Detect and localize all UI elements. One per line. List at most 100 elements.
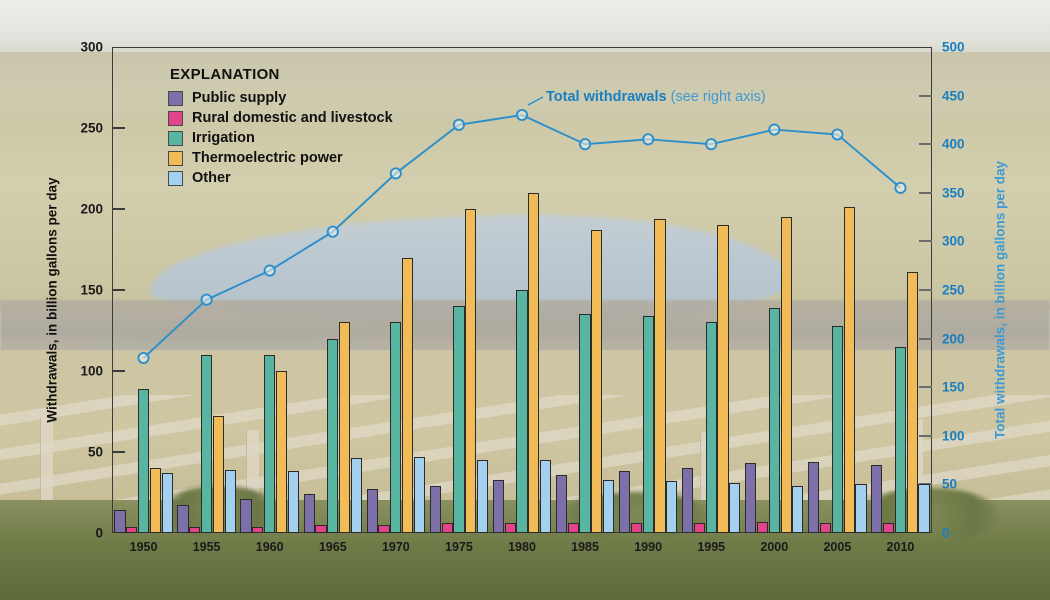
- y-axis-right-tick-label: 350: [942, 185, 965, 201]
- legend-swatch-icon: [168, 90, 183, 106]
- bar: [630, 523, 642, 533]
- bar: [504, 523, 516, 533]
- line-data-point: [515, 108, 529, 122]
- bar: [871, 464, 883, 533]
- bar: [315, 524, 327, 533]
- bar: [756, 521, 769, 533]
- bar: [303, 494, 315, 533]
- line-data-point: [894, 181, 907, 194]
- y-axis-right-tick: [919, 143, 932, 146]
- legend: EXPLANATION Public supply Rural domestic …: [168, 66, 393, 190]
- y-axis-right-tick: [919, 191, 932, 194]
- legend-item-label: Thermoelectric power: [192, 150, 343, 166]
- bar: [287, 471, 299, 533]
- bar: [366, 489, 378, 533]
- bar: [780, 217, 792, 533]
- bar: [808, 461, 820, 533]
- bar: [555, 474, 568, 533]
- y-axis-right-tick: [919, 240, 932, 243]
- line-data-point: [705, 138, 718, 151]
- legend-items: Public supply Rural domestic and livestoc…: [168, 90, 393, 186]
- bar: [528, 192, 540, 533]
- bar: [768, 307, 780, 533]
- legend-swatch-icon: [168, 170, 183, 186]
- bar: [476, 460, 489, 533]
- bar: [682, 468, 694, 533]
- y-axis-left-tick-label: 150: [80, 282, 103, 298]
- y-axis-left-tick: [112, 370, 125, 372]
- bar: [591, 230, 603, 533]
- y-axis-left-tick-label: 0: [95, 525, 103, 541]
- y-axis-right-tick: [919, 337, 932, 340]
- bar: [465, 209, 477, 533]
- bar: [201, 354, 213, 533]
- bar: [338, 322, 351, 533]
- bar-groups: [112, 47, 932, 533]
- y-axis-left-tick: [112, 127, 125, 129]
- bar: [161, 473, 173, 533]
- legend-item: Irrigation: [168, 130, 393, 146]
- bar: [224, 469, 236, 533]
- y-axis-right-tick-label: 500: [942, 39, 965, 55]
- x-axis-tick-label: 1980: [508, 540, 536, 554]
- bar: [642, 315, 654, 533]
- y-axis-right-tick-label: 400: [942, 136, 965, 152]
- bar: [792, 486, 804, 533]
- legend-swatch-icon: [168, 130, 183, 146]
- bar: [429, 486, 441, 533]
- bar: [189, 526, 201, 533]
- bar: [516, 290, 528, 533]
- line-data-point: [452, 118, 465, 131]
- bar: [212, 416, 224, 533]
- bar: [855, 484, 867, 533]
- bar: [252, 526, 264, 533]
- y-axis-right-tick-label: 250: [942, 282, 965, 298]
- line-annotation-sub: (see right axis): [670, 89, 766, 105]
- x-axis-tick-label: 1950: [129, 540, 158, 554]
- bar: [126, 526, 138, 533]
- legend-item-label: Other: [192, 170, 231, 186]
- bar: [843, 207, 855, 533]
- y-axis-left-tick-label: 200: [80, 201, 103, 217]
- bar: [540, 460, 552, 533]
- legend-swatch-icon: [168, 150, 183, 166]
- x-axis-tick-label: 1995: [697, 540, 726, 554]
- bar: [883, 523, 895, 533]
- bar: [654, 218, 666, 533]
- y-axis-right-tick-label: 100: [942, 428, 965, 444]
- bar: [831, 325, 843, 533]
- line-data-point: [326, 225, 339, 238]
- bar: [137, 388, 150, 533]
- legend-item: Public supply: [168, 90, 393, 106]
- legend-item: Rural domestic and livestock: [168, 110, 393, 126]
- bar: [579, 314, 591, 533]
- x-axis-tick-label: 1965: [318, 540, 347, 554]
- bar: [819, 523, 832, 533]
- y-axis-right-tick: [919, 94, 932, 97]
- bar: [492, 479, 504, 533]
- x-axis-tick-label: 1955: [192, 540, 221, 554]
- y-axis-right-tick: [919, 289, 932, 291]
- bar: [264, 354, 276, 533]
- y-axis-right-tick-label: 0: [942, 525, 950, 541]
- legend-title: EXPLANATION: [170, 66, 280, 83]
- bar: [567, 523, 579, 533]
- photo-shrub: [860, 488, 1000, 542]
- bar: [402, 257, 414, 533]
- bar: [729, 482, 741, 533]
- bar: [453, 306, 465, 533]
- bar: [177, 505, 189, 533]
- bar: [441, 523, 453, 533]
- bar: [618, 471, 631, 533]
- legend-swatch-icon: [168, 110, 183, 126]
- y-axis-left-tick: [112, 208, 125, 210]
- y-axis-right-tick-label: 50: [942, 476, 958, 492]
- line-data-point: [200, 293, 213, 306]
- x-axis-tick-label: 2005: [823, 540, 852, 554]
- line-data-point: [389, 167, 402, 180]
- bar: [666, 481, 678, 533]
- line-data-point: [263, 264, 276, 277]
- bar: [894, 346, 907, 533]
